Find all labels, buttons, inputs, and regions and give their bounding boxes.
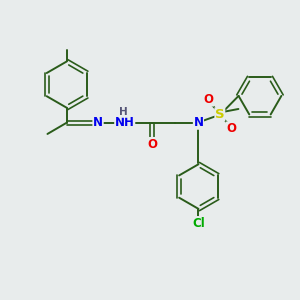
Text: S: S <box>215 108 225 121</box>
Text: O: O <box>147 138 157 151</box>
Text: Cl: Cl <box>192 217 205 230</box>
Text: N: N <box>194 116 203 129</box>
Text: O: O <box>204 93 214 106</box>
Text: N: N <box>93 116 103 129</box>
Text: NH: NH <box>115 116 135 129</box>
Text: H: H <box>119 107 128 117</box>
Text: O: O <box>226 122 236 135</box>
